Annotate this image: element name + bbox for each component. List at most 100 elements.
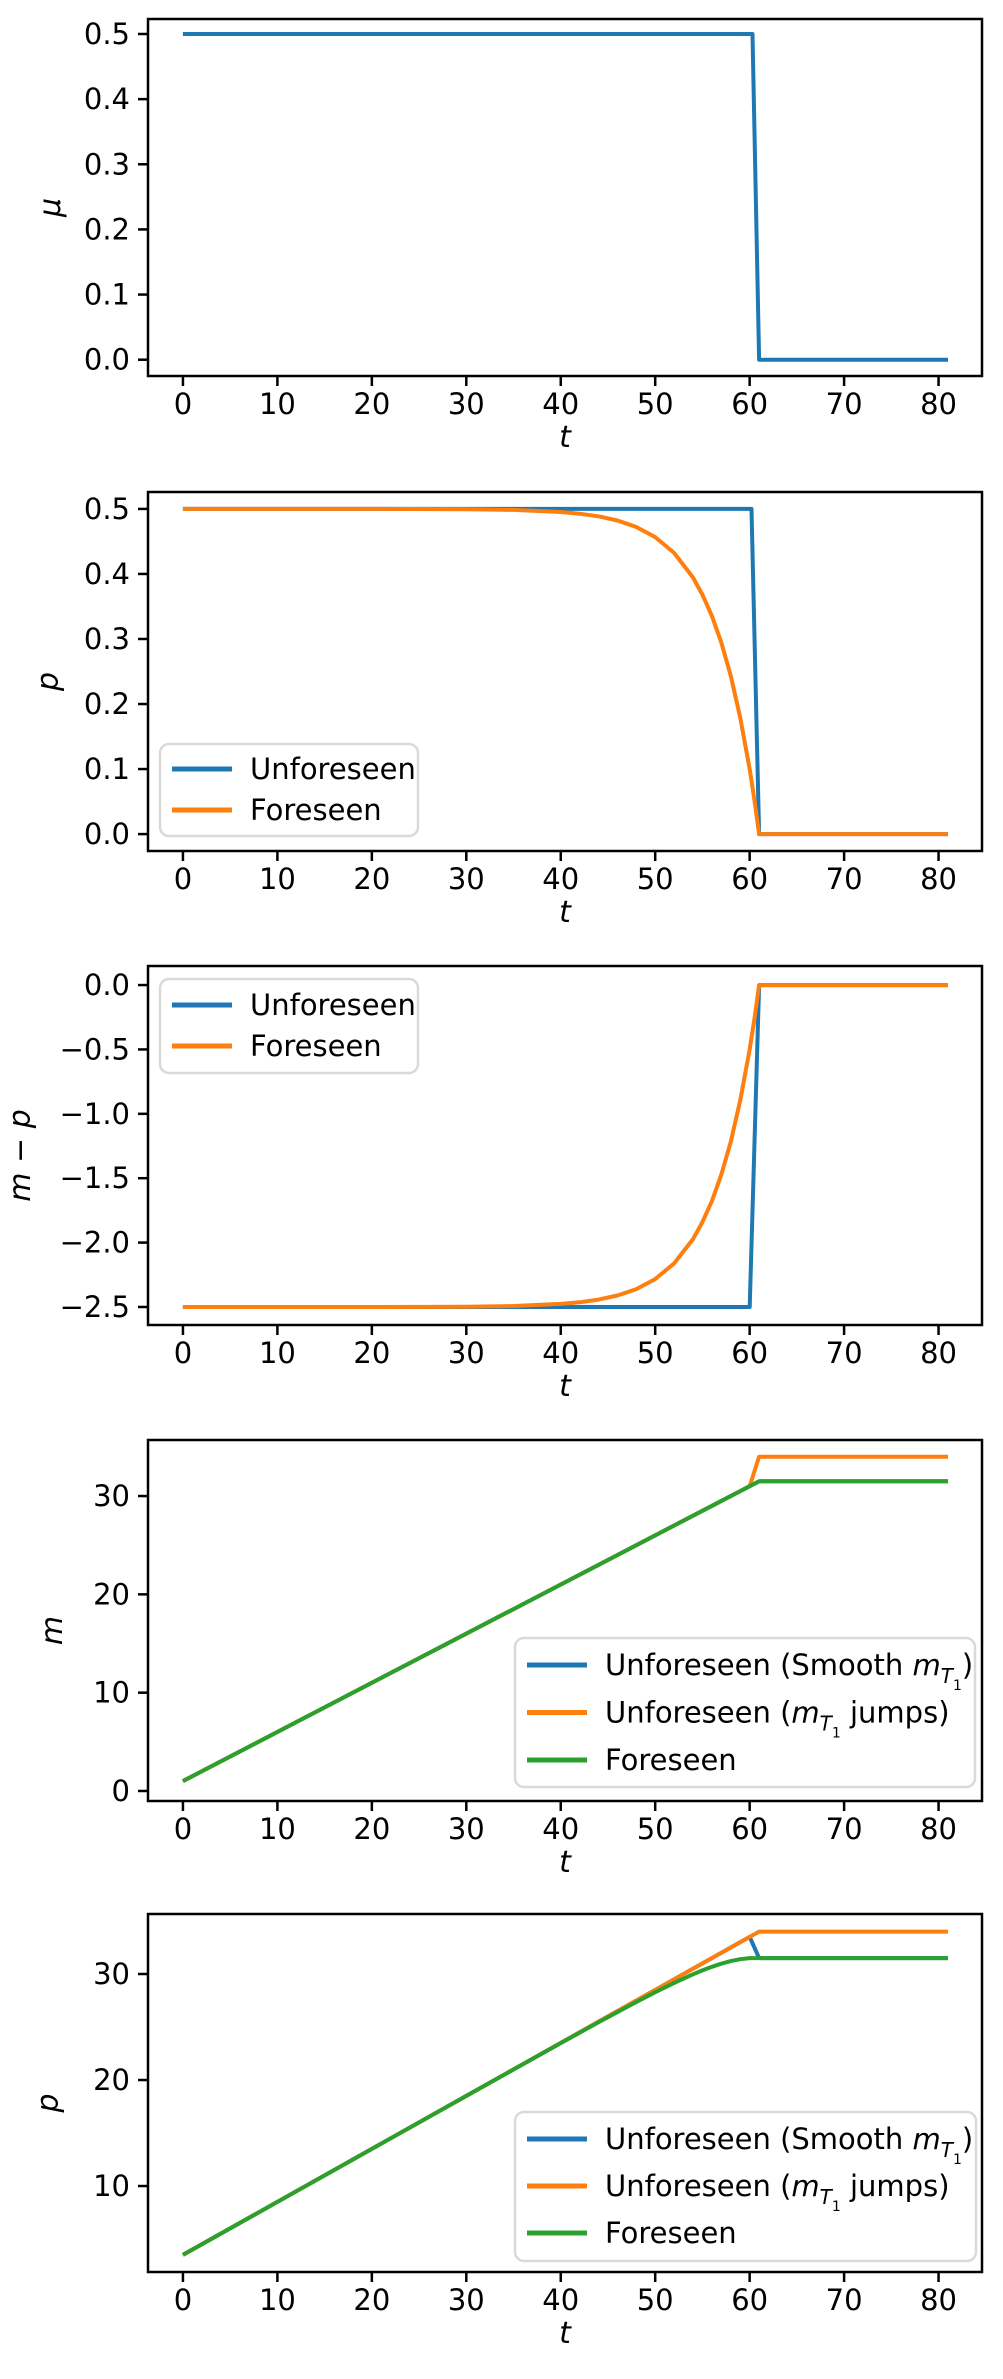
plot-2-price-fraction: 0 10 20 30 40 50 60 70 80 0.0 0.1 0.2 0.3 0.4 0.5 t p Unf… — [31, 490, 984, 930]
x-tick-label: 20 — [353, 1812, 390, 1846]
legend-label-unforeseen-smooth-m-t1: Unforeseen (Smooth mT1) — [605, 1648, 973, 1694]
y-tick-label: 10 — [93, 2169, 130, 2203]
x-tick-label: 0 — [174, 862, 192, 896]
x-tick-label: 40 — [542, 2283, 579, 2317]
x-tick-label: 20 — [353, 1336, 390, 1370]
x-tick-label: 30 — [448, 1812, 485, 1846]
legend-label-foreseen: Foreseen — [250, 793, 382, 827]
y-tick-label: 0.5 — [84, 492, 130, 526]
x-tick-label: 70 — [826, 862, 863, 896]
x-tick-label: 0 — [174, 2283, 192, 2317]
legend: Unforeseen Foreseen — [158, 742, 420, 838]
x-tick-label: 80 — [920, 1336, 957, 1370]
axes-frame — [146, 1438, 984, 1803]
x-tick-label: 20 — [353, 2283, 390, 2317]
x-tick-label: 0 — [174, 1336, 192, 1370]
y-axis-label: p — [31, 672, 66, 692]
y-tick-label: −1.0 — [60, 1097, 130, 1131]
x-tick-label: 80 — [920, 862, 957, 896]
x-tick-label: 70 — [826, 1336, 863, 1370]
legend-label-unforeseen: Unforeseen — [250, 752, 416, 786]
axes-frame — [146, 490, 984, 853]
y-tick-label: 0.0 — [84, 968, 130, 1002]
x-axis-label: t — [559, 1369, 572, 1404]
y-tick-label: 0.4 — [84, 557, 130, 591]
x-tick-label: 40 — [542, 1336, 579, 1370]
x-tick-label: 50 — [637, 1336, 674, 1370]
y-tick-label: 0.0 — [84, 343, 130, 377]
x-tick-label: 80 — [920, 1812, 957, 1846]
x-tick-label: 40 — [542, 387, 579, 421]
legend-label-unforeseen-m-t1-jumps: Unforeseen (mT1 jumps) — [605, 2169, 950, 2215]
y-tick-label: 30 — [93, 1957, 130, 1991]
y-tick-label: 0.0 — [84, 817, 130, 851]
x-tick-label: 50 — [637, 862, 674, 896]
y-axis-label: m — [35, 1616, 70, 1645]
y-axis-label: μ — [33, 198, 68, 218]
x-tick-label: 70 — [826, 2283, 863, 2317]
x-tick-label: 30 — [448, 862, 485, 896]
plot-3-real-balances: 0 10 20 30 40 50 60 70 80 0.0 −0.5 −1.0 −1.5 −2.0 −2.5… — [3, 964, 984, 1404]
x-tick-label: 0 — [174, 387, 192, 421]
x-tick-label: 80 — [920, 387, 957, 421]
x-tick-label: 30 — [448, 2283, 485, 2317]
x-tick-label: 60 — [731, 862, 768, 896]
y-tick-label: 0.2 — [84, 687, 130, 721]
y-tick-label: 0.3 — [84, 147, 130, 181]
x-axis-label: t — [559, 895, 572, 930]
legend-label-unforeseen-m-t1-jumps: Unforeseen (mT1 jumps) — [605, 1696, 950, 1742]
x-tick-label: 50 — [637, 2283, 674, 2317]
x-tick-label: 10 — [259, 862, 296, 896]
axes-frame — [146, 1912, 984, 2274]
x-tick-label: 10 — [259, 2283, 296, 2317]
x-axis-label: t — [559, 1845, 572, 1880]
y-tick-label: 0.4 — [84, 82, 130, 116]
legend: Unforeseen Foreseen — [158, 977, 420, 1075]
x-tick-label: 60 — [731, 1812, 768, 1846]
legend-label-foreseen: Foreseen — [605, 1743, 737, 1777]
y-tick-label: 0.3 — [84, 622, 130, 656]
x-tick-label: 10 — [259, 1812, 296, 1846]
axes-frame — [146, 964, 984, 1327]
y-tick-label: −0.5 — [60, 1032, 130, 1066]
x-tick-label: 80 — [920, 2283, 957, 2317]
y-tick-label: 20 — [93, 1577, 130, 1611]
series-line-foreseen — [182, 506, 948, 837]
x-tick-label: 70 — [826, 1812, 863, 1846]
legend: Unforeseen (Smooth mT1)Unforeseen (mT1 j… — [513, 2110, 978, 2263]
x-tick-label: 20 — [353, 862, 390, 896]
series-line-foreseen — [182, 983, 948, 1309]
x-tick-label: 10 — [259, 387, 296, 421]
x-tick-label: 60 — [731, 2283, 768, 2317]
x-tick-label: 40 — [542, 1812, 579, 1846]
series-line-foreseen — [181, 1956, 948, 2257]
x-tick-label: 40 — [542, 862, 579, 896]
legend-label-unforeseen-smooth-m-t1: Unforeseen (Smooth mT1) — [605, 2122, 973, 2168]
x-tick-label: 60 — [731, 1336, 768, 1370]
x-tick-label: 60 — [731, 387, 768, 421]
x-axis-label: t — [559, 2316, 572, 2351]
y-tick-label: 30 — [93, 1479, 130, 1513]
plot-4-money-supply: 0 10 20 30 40 50 60 70 80 0 10 20 30 t m Unforeseen (Sm… — [35, 1438, 984, 1880]
y-tick-label: −2.0 — [60, 1226, 130, 1260]
x-tick-label: 30 — [448, 1336, 485, 1370]
legend-label-foreseen: Foreseen — [605, 2216, 737, 2250]
plot-1-mu: 0 10 20 30 40 50 60 70 80 0.0 0.1 0.2 0.3 0.4 0.5 t μ — [33, 17, 984, 455]
x-tick-label: 70 — [826, 387, 863, 421]
plot-5-price-level: 0 10 20 30 40 50 60 70 80 10 20 30 t p Unforeseen (Smo… — [31, 1912, 984, 2351]
x-axis-label: t — [559, 420, 572, 455]
x-tick-label: 20 — [353, 387, 390, 421]
legend: Unforeseen (Smooth mT1)Unforeseen (mT1 j… — [513, 1636, 977, 1789]
legend-box — [513, 1636, 977, 1789]
x-tick-label: 50 — [637, 387, 674, 421]
series-line-foreseen — [181, 1479, 948, 1783]
legend-label-foreseen: Foreseen — [250, 1029, 382, 1063]
series-line-mu — [182, 32, 948, 362]
y-tick-label: 0.5 — [84, 17, 130, 51]
legend-label-unforeseen: Unforeseen — [250, 988, 416, 1022]
x-tick-label: 0 — [174, 1812, 192, 1846]
y-tick-label: 0.1 — [84, 278, 130, 312]
y-axis-label: m − p — [3, 1109, 38, 1201]
y-tick-label: 20 — [93, 2063, 130, 2097]
